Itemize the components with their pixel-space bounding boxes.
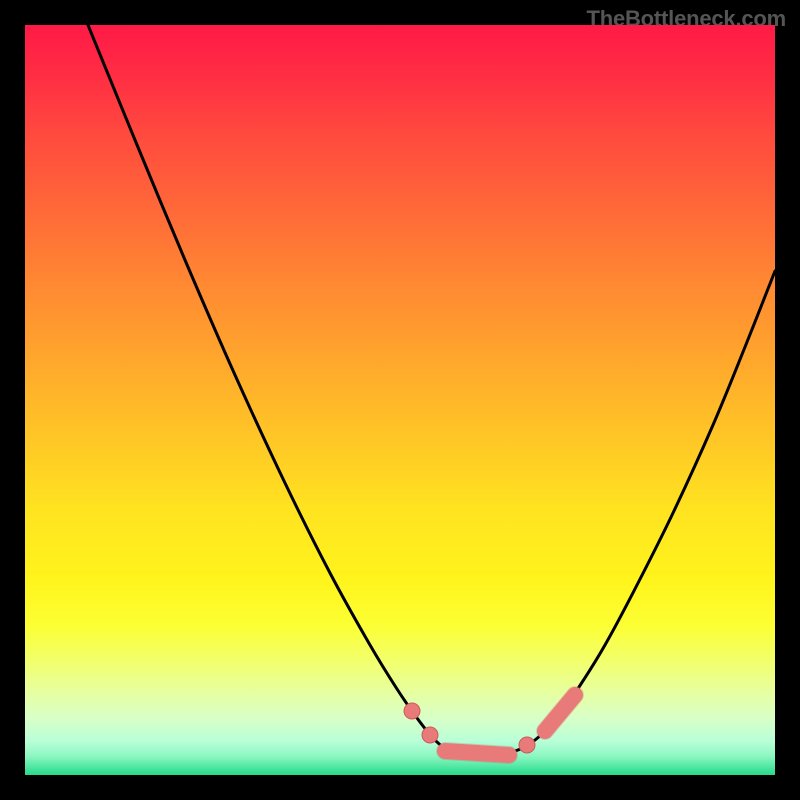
curve-marker-dot [519,737,535,753]
curve-marker-pill [445,751,509,755]
bottleneck-chart [25,25,775,775]
curve-marker-dot [404,703,420,719]
curve-marker-dot [422,727,438,743]
chart-frame: TheBottleneck.com [0,0,800,800]
chart-background [25,25,775,775]
